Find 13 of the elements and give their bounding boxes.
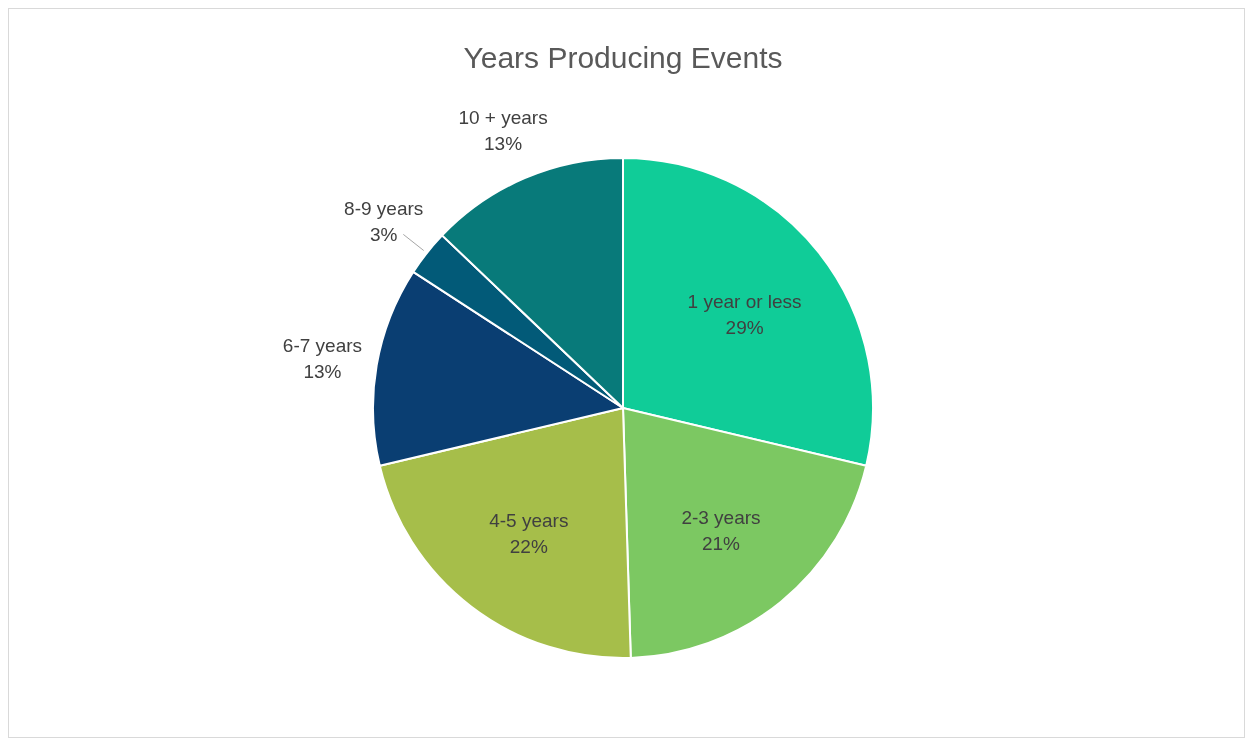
data-label: 22% [509, 536, 548, 558]
data-label: 29% [725, 316, 764, 338]
slice-label: 10 + years [458, 106, 548, 128]
slice-label: 8-9 years [344, 197, 424, 219]
data-label: 21% [701, 533, 741, 555]
slice-label: 4-5 years [489, 510, 569, 532]
slice-label: 6-7 years [282, 335, 363, 357]
data-label: 13% [303, 361, 342, 383]
chart-title: Years Producing Events [463, 41, 783, 74]
data-label: 3% [369, 223, 398, 245]
slice-label: 1 year or less [687, 290, 802, 312]
slice-label: 2-3 years [681, 507, 761, 529]
data-label: 13% [483, 132, 523, 154]
